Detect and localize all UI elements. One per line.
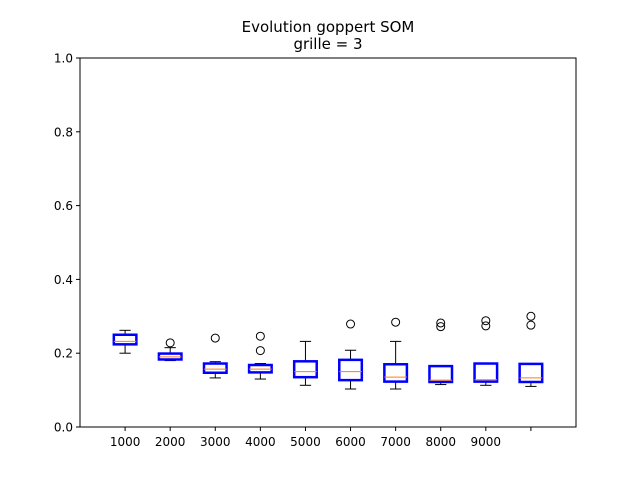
- box-iqr: [202, 362, 228, 375]
- outlier-point: [210, 333, 220, 343]
- x-tick-label: 5000: [290, 435, 321, 449]
- box-iqr: [473, 362, 499, 383]
- y-tick-label: 0.4: [54, 273, 73, 287]
- x-tick-label: 7000: [380, 435, 411, 449]
- y-tick-label: 0.2: [54, 347, 73, 361]
- outlier-point: [526, 311, 536, 321]
- outlier-point: [346, 319, 356, 329]
- x-tick-label: 3000: [200, 435, 231, 449]
- plot-area: 0.0 0.2 0.4 0.6 0.8 1.0 1000 2000 3000 4000 5000 60…: [54, 52, 544, 449]
- outlier-point: [436, 322, 446, 332]
- box-iqr: [112, 333, 138, 346]
- y-tick-label: 0.0: [54, 421, 73, 435]
- box-iqr: [338, 358, 364, 382]
- y-tick-label: 0.6: [54, 199, 73, 213]
- outlier-point: [436, 318, 446, 328]
- chart-subtitle: grille = 3: [293, 35, 362, 53]
- outlier-point: [255, 346, 265, 356]
- box-iqr: [428, 364, 454, 384]
- plot-frame: [79, 57, 577, 428]
- x-tick-label: 4000: [245, 435, 276, 449]
- box-iqr: [292, 360, 318, 379]
- chart-title: Evolution goppert SOM: [242, 18, 415, 36]
- y-tick-label: 0.8: [54, 125, 73, 139]
- outlier-point: [481, 321, 491, 331]
- box-iqr: [383, 363, 409, 383]
- outlier-point: [165, 338, 175, 348]
- outlier-point: [391, 317, 401, 327]
- outlier-point: [255, 331, 265, 341]
- outlier-point: [481, 316, 491, 326]
- x-tick-label: 1000: [110, 435, 141, 449]
- x-tick-label: 8000: [425, 435, 456, 449]
- y-tick-label: 1.0: [54, 52, 73, 66]
- x-tick-label: 2000: [155, 435, 186, 449]
- x-tick-label: 9000: [471, 435, 502, 449]
- box-iqr: [518, 362, 544, 384]
- x-tick-label: 6000: [335, 435, 366, 449]
- outlier-point: [526, 320, 536, 330]
